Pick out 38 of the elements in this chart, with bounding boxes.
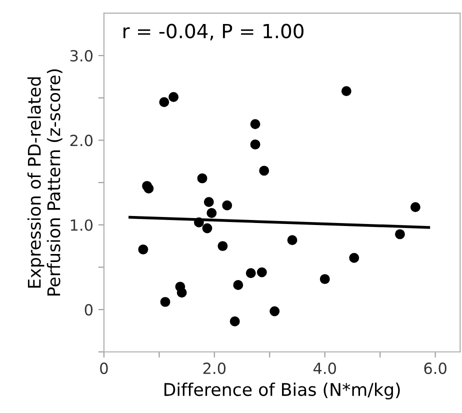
point xyxy=(233,280,244,290)
x-tick-label: 4.0 xyxy=(313,362,336,374)
point xyxy=(259,166,270,176)
y-tick-label: 0 xyxy=(84,304,93,316)
x-axis-title: Difference of Bias (N*m/kg) xyxy=(164,382,400,400)
annotation: r = -0.04, P = 1.00 xyxy=(124,24,304,40)
point xyxy=(206,208,217,218)
x-tick-label: 6.0 xyxy=(424,362,446,374)
point xyxy=(222,200,232,210)
point xyxy=(204,197,214,207)
y-axis-title: Expression of PD-related Perfusion Pattern (z-score) xyxy=(27,69,62,296)
x-tick-label: 0 xyxy=(100,362,108,374)
point xyxy=(230,316,240,326)
point xyxy=(250,139,260,150)
point xyxy=(410,202,420,212)
point xyxy=(144,183,154,194)
y-tick-label: 3.0 xyxy=(70,50,93,62)
point xyxy=(202,223,212,234)
x-tick-label: 2.0 xyxy=(203,362,226,374)
y-tick-label: 1.0 xyxy=(70,219,93,231)
point xyxy=(287,235,298,246)
point xyxy=(197,173,208,184)
point xyxy=(270,306,280,316)
point xyxy=(256,267,267,278)
point xyxy=(250,119,260,130)
point xyxy=(394,229,405,240)
point xyxy=(218,241,228,252)
point xyxy=(320,274,330,284)
point xyxy=(349,252,360,263)
point xyxy=(246,268,256,278)
point xyxy=(159,97,170,108)
point xyxy=(194,217,204,228)
point xyxy=(160,296,170,307)
y-tick-label: 2.0 xyxy=(70,134,93,146)
point xyxy=(168,92,179,102)
point xyxy=(341,86,352,96)
point xyxy=(176,288,187,298)
point xyxy=(138,244,148,254)
